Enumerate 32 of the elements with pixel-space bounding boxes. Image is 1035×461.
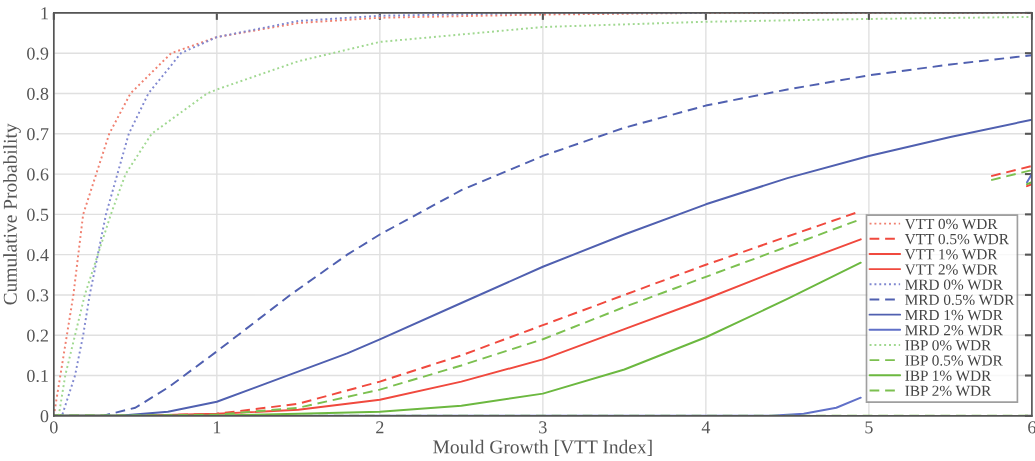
- x-tick-label: 6: [1028, 421, 1035, 434]
- y-tick-label: 0.4: [27, 248, 49, 262]
- y-tick-label: 0: [40, 410, 49, 423]
- legend-label: MRD 0.5% WDR: [905, 294, 1015, 306]
- y-tick-label: 0.2: [27, 329, 48, 342]
- legend-label: IBP 0.5% WDR: [905, 355, 1003, 366]
- x-tick-label: 3: [539, 421, 547, 434]
- y-tick-label: 0.3: [27, 289, 49, 302]
- y-tick-label: 0.8: [27, 87, 49, 101]
- x-tick-label: 1: [213, 421, 221, 434]
- y-tick-label: 0.7: [27, 128, 49, 141]
- x-tick-label: 0: [49, 421, 58, 434]
- legend-label: IBP 1% WDR: [905, 370, 992, 381]
- x-tick-label: 5: [865, 421, 873, 434]
- legend-label: IBP 2% WDR: [905, 385, 992, 397]
- x-tick-label: 2: [376, 421, 384, 434]
- y-tick-label: 1: [41, 7, 48, 20]
- y-tick-label: 0.6: [27, 168, 49, 181]
- legend-label: MRD 2% WDR: [905, 324, 1003, 336]
- x-axis-title: Mould Growth [VTT Index]: [433, 439, 652, 456]
- y-tick-label: 0.1: [27, 369, 48, 383]
- y-tick-label: 0.9: [27, 47, 49, 60]
- legend-label: VTT 2% WDR: [904, 264, 998, 275]
- legend-label: MRD 0% WDR: [905, 279, 1003, 290]
- legend-label: VTT 1% WDR: [904, 249, 998, 260]
- y-tick-label: 0.5: [27, 208, 49, 221]
- legend-label: MRD 1% WDR: [905, 309, 1003, 321]
- legend-label: IBP 0% WDR: [905, 340, 992, 351]
- x-tick-label: 4: [701, 421, 711, 434]
- y-axis-title: Cumulative Probability: [3, 123, 21, 305]
- legend-label: VTT 0% WDR: [904, 218, 998, 230]
- legend-label: VTT 0.5% WDR: [904, 233, 1009, 245]
